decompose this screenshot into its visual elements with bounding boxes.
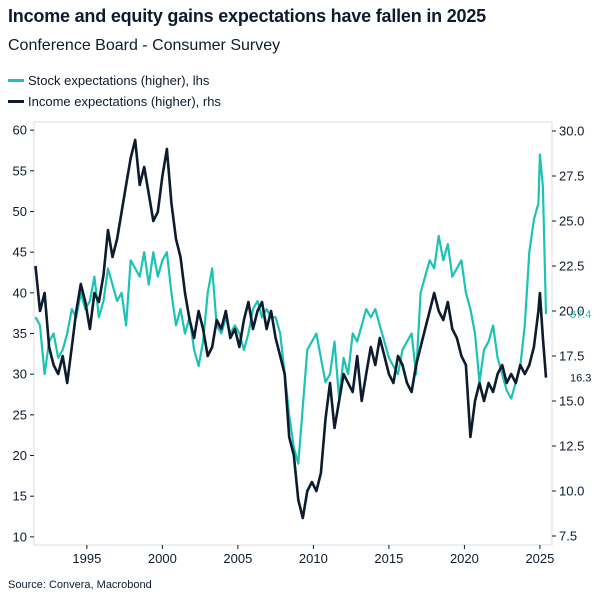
y-left-tick-label: 50 <box>13 204 27 219</box>
legend-item-stock: Stock expectations (higher), lhs <box>8 73 209 88</box>
y-left-tick-label: 20 <box>13 448 27 463</box>
y-right-tick-label: 27.5 <box>559 169 584 184</box>
y-right-tick-label: 25.0 <box>559 214 584 229</box>
legend-label-income: Income expectations (higher), rhs <box>28 94 221 109</box>
x-tick-label: 2005 <box>223 551 252 566</box>
income-end-value-label: 16.3 <box>570 373 591 385</box>
y-right-tick-label: 10.0 <box>559 484 584 499</box>
x-tick-label: 1995 <box>72 551 101 566</box>
chart-subtitle: Conference Board - Consumer Survey <box>8 37 281 54</box>
y-right-tick-label: 17.5 <box>559 349 584 364</box>
legend-label-stock: Stock expectations (higher), lhs <box>28 73 210 88</box>
y-right-tick-label: 15.0 <box>559 394 584 409</box>
y-right-tick-label: 7.5 <box>559 529 577 544</box>
y-left-tick-label: 15 <box>13 489 27 504</box>
y-left-tick-label: 30 <box>13 367 27 382</box>
chart-title: Income and equity gains expectations hav… <box>8 6 486 26</box>
y-right-tick-label: 30.0 <box>559 124 584 139</box>
y-left-tick-label: 40 <box>13 285 27 300</box>
legend-item-income: Income expectations (higher), rhs <box>8 94 221 109</box>
stock-end-value-label: 37.4 <box>570 309 591 321</box>
x-tick-label: 2010 <box>299 551 328 566</box>
x-tick-label: 2000 <box>148 551 177 566</box>
y-left-tick-label: 55 <box>13 163 27 178</box>
income-expectations-line <box>34 138 548 520</box>
x-tick-label: 2020 <box>450 551 479 566</box>
legend-swatch-income <box>8 100 24 103</box>
legend-swatch-stock <box>8 79 24 82</box>
y-right-tick-label: 20.0 <box>559 304 584 319</box>
y-right-tick-label: 12.5 <box>559 439 584 454</box>
x-tick-label: 2025 <box>525 551 554 566</box>
y-right-tick-label: 22.5 <box>559 259 584 274</box>
source-note: Source: Convera, Macrobond <box>8 579 152 591</box>
y-left-tick-label: 10 <box>13 529 27 544</box>
y-left-tick-label: 25 <box>13 407 27 422</box>
y-left-tick-label: 45 <box>13 245 27 260</box>
y-left-tick-label: 35 <box>13 326 27 341</box>
stock-expectations-line <box>34 153 548 465</box>
y-left-tick-label: 60 <box>13 123 27 138</box>
x-tick-label: 2015 <box>374 551 403 566</box>
